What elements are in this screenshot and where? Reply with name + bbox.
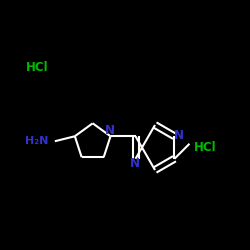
Text: HCl: HCl (194, 141, 216, 154)
Text: HCl: HCl (26, 61, 49, 74)
Text: N: N (130, 157, 140, 170)
Text: N: N (174, 129, 184, 142)
Text: N: N (105, 124, 115, 137)
Text: H₂N: H₂N (25, 136, 48, 146)
